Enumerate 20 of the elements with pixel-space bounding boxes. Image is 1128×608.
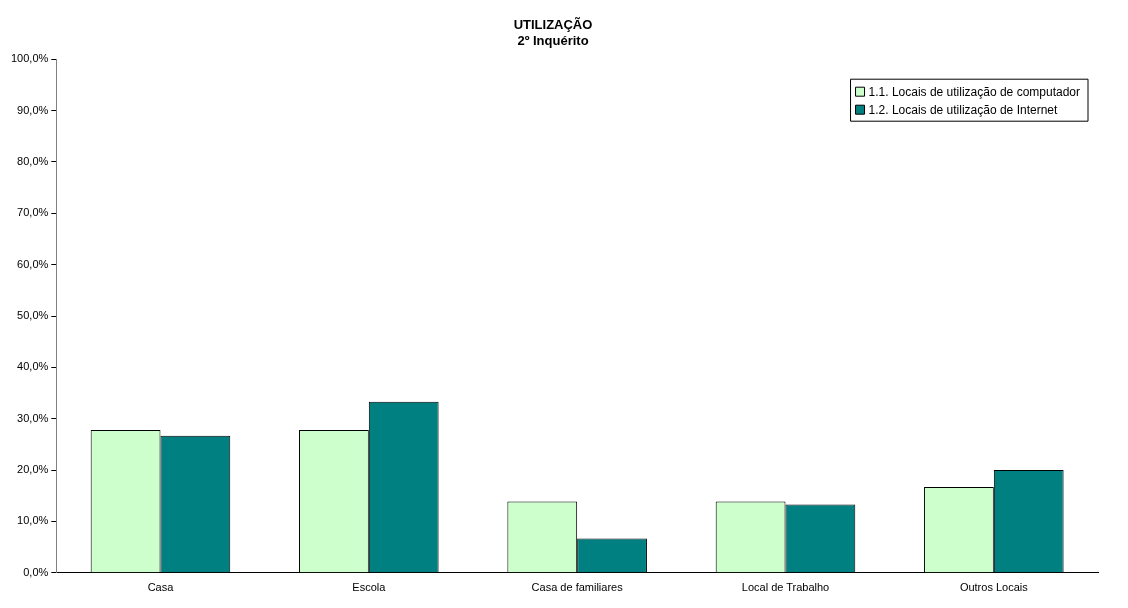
x-tick-label: Local de Trabalho <box>741 581 830 594</box>
y-tick-label: 40,0% <box>17 360 49 373</box>
y-tick-label: 20,0% <box>17 463 49 476</box>
legend-label: 1.2. Locais de utilização de Internet <box>868 102 1058 117</box>
y-tick-label: 10,0% <box>17 514 49 527</box>
chart-subtitle: 2º Inquérito <box>517 32 589 48</box>
x-tick-label: Casa <box>147 581 175 594</box>
y-tick-label: 100,0% <box>11 52 49 65</box>
legend-label: 1.1. Locais de utilização de computador <box>868 84 1080 99</box>
y-tick-label: 70,0% <box>17 206 49 219</box>
x-tick-label: Outros Locais <box>959 581 1029 594</box>
y-tick-label: 0,0% <box>23 565 49 578</box>
x-tick-label: Casa de familiares <box>531 581 624 594</box>
y-tick-label: 50,0% <box>17 309 49 322</box>
chart-title: UTILIZAÇÃO <box>513 17 593 33</box>
y-tick-label: 60,0% <box>17 257 49 270</box>
y-tick-label: 30,0% <box>17 411 49 424</box>
y-tick-label: 80,0% <box>17 154 49 167</box>
x-tick-label: Escola <box>352 581 387 594</box>
y-tick-label: 90,0% <box>17 103 49 116</box>
